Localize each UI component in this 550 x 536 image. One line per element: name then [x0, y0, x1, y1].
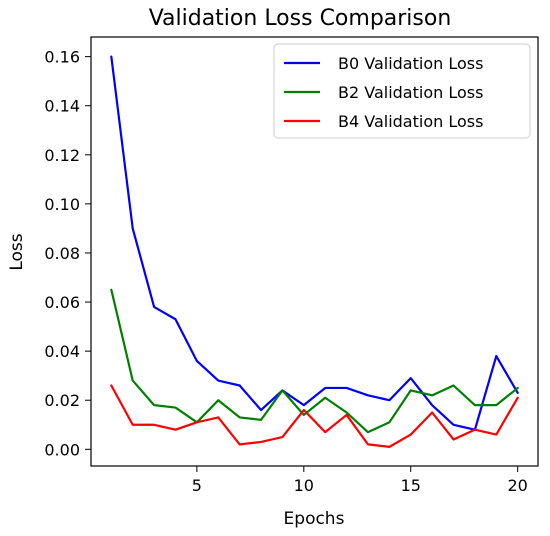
legend-label-0: B0 Validation Loss [338, 54, 483, 73]
y-tick-label: 0.02 [44, 391, 80, 410]
y-tick-label: 0.08 [44, 244, 80, 263]
legend-label-2: B4 Validation Loss [338, 112, 483, 131]
series-line-2 [110, 384, 519, 448]
legend-label-1: B2 Validation Loss [338, 83, 483, 102]
y-axis-label: Loss [7, 233, 27, 270]
y-tick-label: 0.00 [44, 440, 80, 459]
plot-frame [90, 36, 539, 467]
series-line-1 [110, 288, 519, 434]
x-tick-label: 5 [192, 476, 202, 495]
x-axis-ticks: 5 10 15 20 [192, 466, 528, 495]
chart-title: Validation Loss Comparison [149, 6, 452, 31]
y-axis-ticks: 0.00 0.02 0.04 0.06 0.08 0.10 0.12 0.14 0.16 [44, 48, 91, 459]
series-line-0 [110, 55, 519, 431]
y-tick-label: 0.10 [44, 195, 80, 214]
y-tick-label: 0.16 [44, 48, 80, 67]
x-tick-label: 20 [508, 476, 528, 495]
y-tick-label: 0.04 [44, 342, 80, 361]
x-tick-label: 10 [294, 476, 314, 495]
x-axis-label: Epochs [284, 509, 345, 529]
y-tick-label: 0.12 [44, 146, 80, 165]
legend-frame [273, 43, 531, 139]
y-tick-label: 0.06 [44, 293, 80, 312]
legend: B0 Validation Loss B2 Validation Loss B4 V… [273, 43, 531, 139]
y-tick-label: 0.14 [44, 97, 80, 116]
x-tick-label: 15 [401, 476, 421, 495]
series-layer [110, 55, 519, 448]
